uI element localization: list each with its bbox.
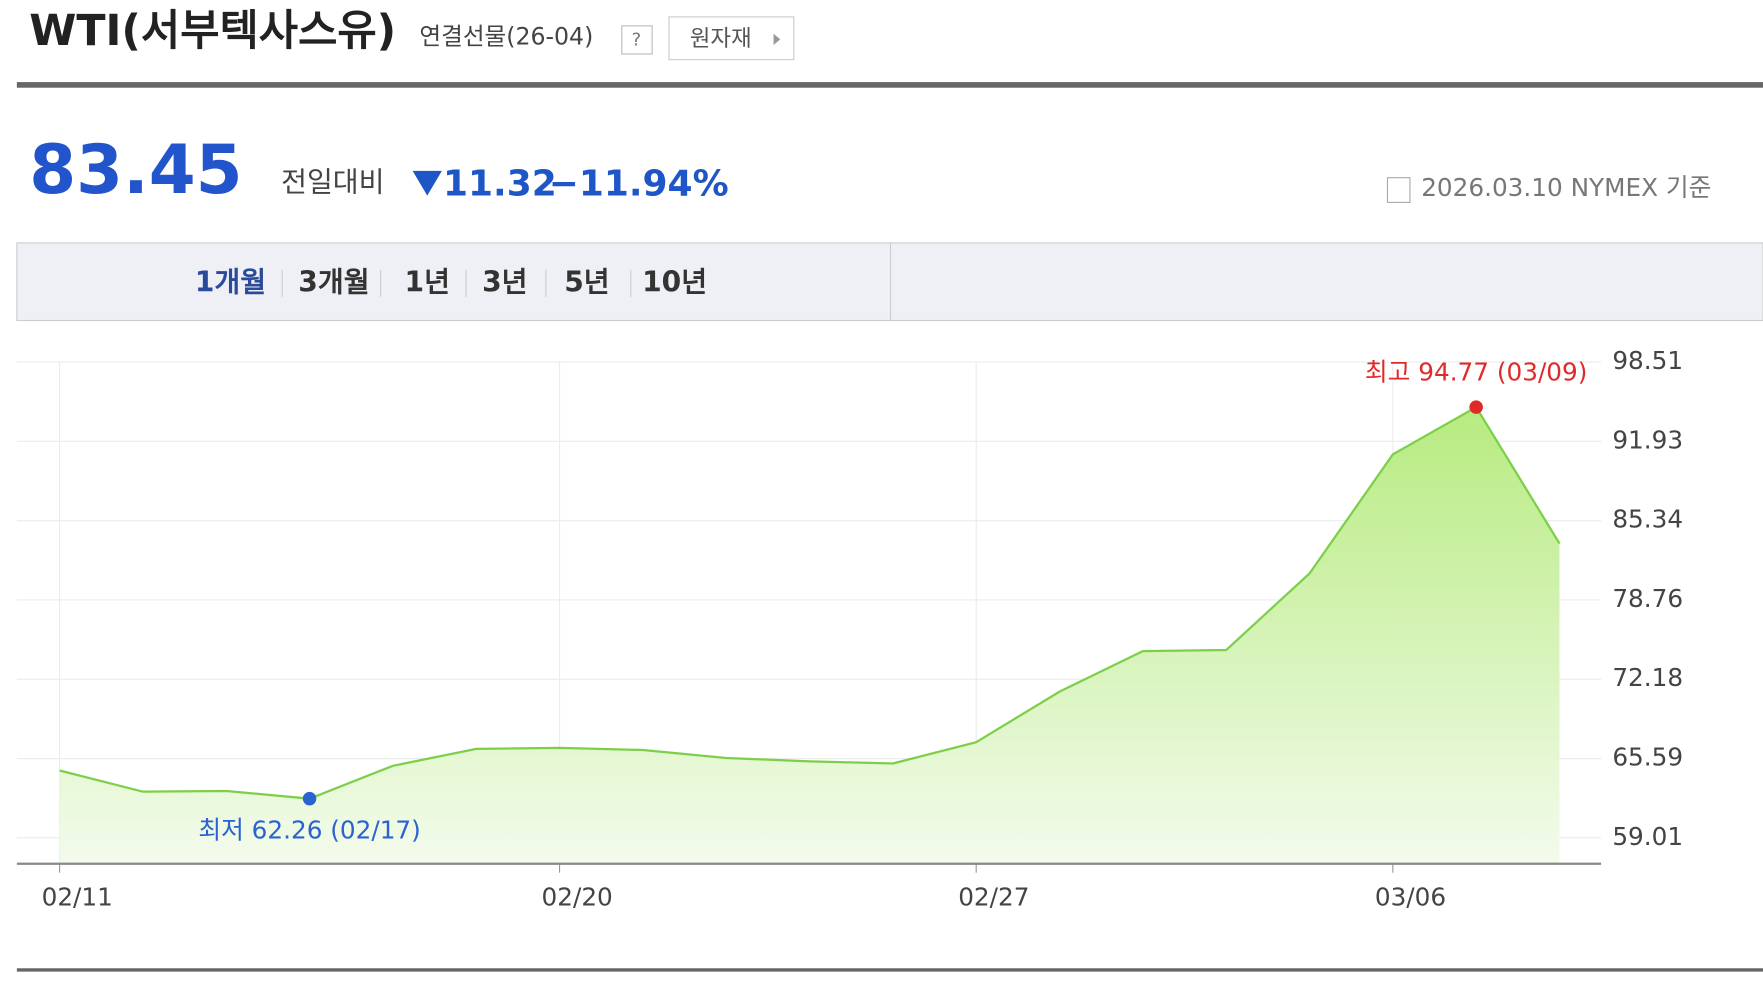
subtitle: 연결선물(26-04): [419, 23, 593, 51]
tab[interactable]: 5년: [564, 265, 609, 298]
down-arrow: [412, 170, 442, 196]
x-tick-label: 02/27: [958, 883, 1029, 912]
tab[interactable]: 1년: [405, 265, 450, 298]
extreme-point: [302, 791, 317, 806]
header-rule: [16, 82, 1763, 88]
button-box[interactable]: [668, 16, 795, 61]
y-tick-label: 78.76: [1612, 584, 1683, 613]
y-tick-label: 85.34: [1612, 505, 1683, 534]
tab[interactable]: 3년: [482, 265, 527, 298]
change: 11.32: [443, 164, 557, 205]
footer-rule: [16, 968, 1763, 972]
button[interactable]: 원자재: [690, 26, 752, 52]
annotation: 최저 62.26 (02/17): [198, 815, 420, 844]
x-tick-label: 02/11: [42, 883, 113, 912]
annotation: 최고 94.77 (03/09): [1365, 357, 1587, 386]
title: WTI(서부텍사스유): [29, 6, 396, 56]
change-label: 전일대비: [281, 165, 384, 198]
y-tick-label: 91.93: [1612, 425, 1683, 454]
tab-bar: [16, 242, 1763, 322]
x-tick-label: 02/20: [542, 883, 613, 912]
date-icon: [1386, 177, 1411, 203]
tab[interactable]: 10년: [642, 265, 707, 298]
button-arrow: [773, 33, 781, 45]
y-tick-label: 72.18: [1612, 663, 1683, 692]
as-of: 2026.03.10 NYMEX 기준: [1421, 173, 1711, 202]
y-tick-label: 59.01: [1612, 822, 1683, 851]
y-tick-label: 65.59: [1612, 743, 1683, 772]
extreme-point: [1469, 400, 1483, 414]
change-pct: −11.94%: [549, 164, 729, 205]
help-box[interactable]: [621, 25, 653, 55]
tab[interactable]: 1개월: [195, 265, 266, 298]
tab[interactable]: 3개월: [298, 265, 369, 298]
price: 83.45: [29, 130, 242, 209]
y-tick-label: 98.51: [1612, 346, 1683, 375]
plot: 98.51 91.93 85.34 78.76 72.18 65.59 59.01 02/11…: [16, 346, 1683, 912]
area: [59, 407, 1560, 864]
x-tick-label: 03/06: [1375, 883, 1446, 912]
help[interactable]: ?: [632, 29, 642, 50]
tabs: 1개월 3개월 1년 3년 5년 10년: [195, 265, 707, 298]
